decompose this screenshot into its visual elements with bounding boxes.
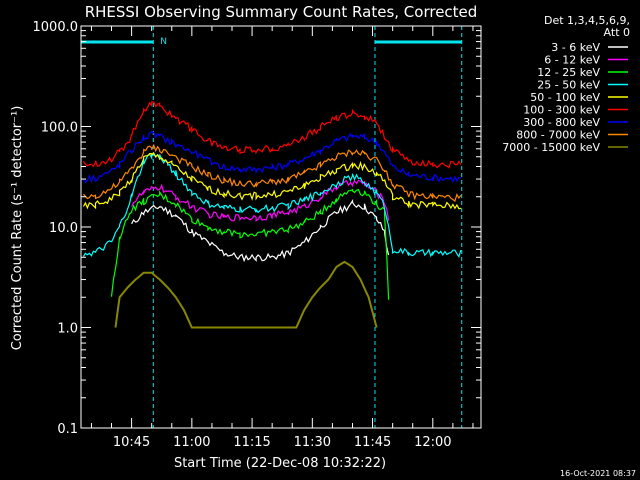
y-tick-label: 1.0 — [57, 322, 78, 337]
chart-title: RHESSI Observing Summary Count Rates, Co… — [85, 3, 478, 21]
x-axis-tick-labels: 10:45 11:00 11:15 11:30 11:45 12:00 — [113, 435, 452, 450]
y-axis-tick-labels: 0.1 1.0 10.0 100.0 1000.0 — [33, 20, 79, 437]
series-line-7 — [82, 143, 462, 202]
x-tick-label: 10:45 — [113, 435, 150, 450]
series-line-6 — [82, 130, 462, 184]
series-line-0 — [131, 198, 390, 263]
series-line-4 — [82, 152, 461, 210]
x-tick-label: 12:00 — [414, 435, 451, 450]
series-line-2 — [110, 188, 390, 300]
legend-header-line: Att 0 — [604, 26, 630, 39]
legend-label: 3 - 6 keV — [551, 41, 600, 54]
x-tick-label: 11:45 — [354, 435, 391, 450]
y-axis-label: Corrected Count Rate (s⁻¹ detector⁻¹) — [10, 106, 25, 351]
legend-label: 100 - 300 keV — [523, 104, 600, 117]
legend-label: 25 - 50 keV — [537, 79, 600, 92]
plot-frame — [80, 25, 482, 429]
x-tick-label: 11:15 — [233, 435, 270, 450]
legend-label: 7000 - 15000 keV — [502, 141, 600, 154]
x-tick-label: 11:00 — [173, 435, 210, 450]
x-axis-label: Start Time (22-Dec-08 10:32:22) — [174, 456, 386, 471]
legend-label: 300 - 800 keV — [523, 116, 600, 129]
footer-date: 16-Oct-2021 08:37 — [560, 469, 636, 478]
legend-header-line: Det 1,3,4,5,6,9, — [544, 14, 630, 27]
legend-header: Det 1,3,4,5,6,9,Att 0 — [544, 14, 630, 39]
y-tick-label: 10.0 — [49, 221, 78, 236]
night-intervals — [80, 26, 463, 428]
y-tick-label: 0.1 — [57, 422, 78, 437]
x-tick-label: 11:30 — [294, 435, 331, 450]
series-line-3 — [82, 152, 462, 258]
data-series — [82, 101, 462, 329]
y-tick-label: 1000.0 — [33, 20, 79, 35]
series-line-5 — [82, 101, 462, 169]
axis-ticks — [81, 25, 481, 429]
legend-label: 12 - 25 keV — [537, 66, 600, 79]
legend-label: 6 - 12 keV — [544, 54, 600, 67]
annotation-n: N — [160, 37, 167, 47]
y-tick-label: 100.0 — [41, 121, 78, 136]
legend-label: 50 - 100 keV — [530, 91, 600, 104]
series-line-1 — [131, 179, 390, 222]
legend-label: 800 - 7000 keV — [516, 129, 600, 142]
series-line-8 — [114, 260, 378, 329]
